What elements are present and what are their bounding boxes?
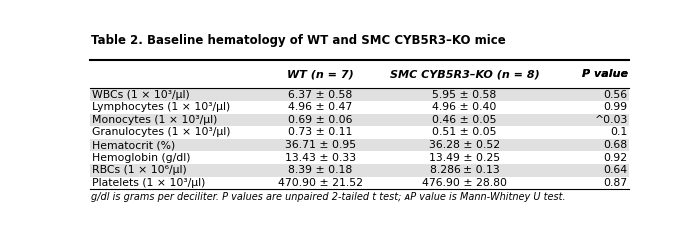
Text: g/dl is grams per deciliter. P values are unpaired 2-tailed t test; ᴀP value is : g/dl is grams per deciliter. P values ar…: [91, 192, 566, 202]
Text: RBCs (1 × 10⁶/μl): RBCs (1 × 10⁶/μl): [92, 165, 187, 175]
Text: 0.1: 0.1: [610, 127, 628, 137]
Bar: [90, 114, 629, 126]
Text: 0.56: 0.56: [603, 90, 628, 100]
Text: 8.286 ± 0.13: 8.286 ± 0.13: [430, 165, 500, 175]
Text: 0.87: 0.87: [603, 178, 628, 188]
Text: 13.49 ± 0.25: 13.49 ± 0.25: [429, 153, 500, 163]
Text: 0.68: 0.68: [603, 140, 628, 150]
Text: 8.39 ± 0.18: 8.39 ± 0.18: [288, 165, 353, 175]
Text: P value: P value: [582, 69, 628, 79]
Text: 5.95 ± 0.58: 5.95 ± 0.58: [433, 90, 497, 100]
Text: 470.90 ± 21.52: 470.90 ± 21.52: [278, 178, 363, 188]
Bar: [90, 88, 629, 101]
Text: ^0.03: ^0.03: [594, 115, 628, 125]
Text: Hematocrit (%): Hematocrit (%): [92, 140, 176, 150]
Text: 0.51 ± 0.05: 0.51 ± 0.05: [433, 127, 497, 137]
Text: 0.69 ± 0.06: 0.69 ± 0.06: [288, 115, 353, 125]
Text: SMC CYB5R3–KO (n = 8): SMC CYB5R3–KO (n = 8): [390, 69, 540, 79]
Text: 4.96 ± 0.40: 4.96 ± 0.40: [433, 102, 497, 112]
Text: Monocytes (1 × 10³/μl): Monocytes (1 × 10³/μl): [92, 115, 218, 125]
Text: 0.73 ± 0.11: 0.73 ± 0.11: [288, 127, 353, 137]
Bar: [90, 139, 629, 151]
Text: 476.90 ± 28.80: 476.90 ± 28.80: [422, 178, 507, 188]
Text: WBCs (1 × 10³/μl): WBCs (1 × 10³/μl): [92, 90, 190, 100]
Text: 36.28 ± 0.52: 36.28 ± 0.52: [429, 140, 500, 150]
Text: 0.92: 0.92: [603, 153, 628, 163]
Text: Platelets (1 × 10³/μl): Platelets (1 × 10³/μl): [92, 178, 206, 188]
Text: 4.96 ± 0.47: 4.96 ± 0.47: [288, 102, 353, 112]
Text: P value: P value: [582, 69, 628, 79]
Text: Granulocytes (1 × 10³/μl): Granulocytes (1 × 10³/μl): [92, 127, 231, 137]
Text: 13.43 ± 0.33: 13.43 ± 0.33: [285, 153, 356, 163]
Text: Lymphocytes (1 × 10³/μl): Lymphocytes (1 × 10³/μl): [92, 102, 230, 112]
Text: 0.99: 0.99: [603, 102, 628, 112]
Text: 0.46 ± 0.05: 0.46 ± 0.05: [433, 115, 497, 125]
Bar: [90, 164, 629, 177]
Text: 0.64: 0.64: [603, 165, 628, 175]
Text: Hemoglobin (g/dl): Hemoglobin (g/dl): [92, 153, 191, 163]
Text: Table 2. Baseline hematology of WT and SMC CYB5R3–KO mice: Table 2. Baseline hematology of WT and S…: [91, 34, 506, 47]
Text: 36.71 ± 0.95: 36.71 ± 0.95: [285, 140, 356, 150]
Text: 6.37 ± 0.58: 6.37 ± 0.58: [288, 90, 353, 100]
Text: WT (n = 7): WT (n = 7): [287, 69, 354, 79]
